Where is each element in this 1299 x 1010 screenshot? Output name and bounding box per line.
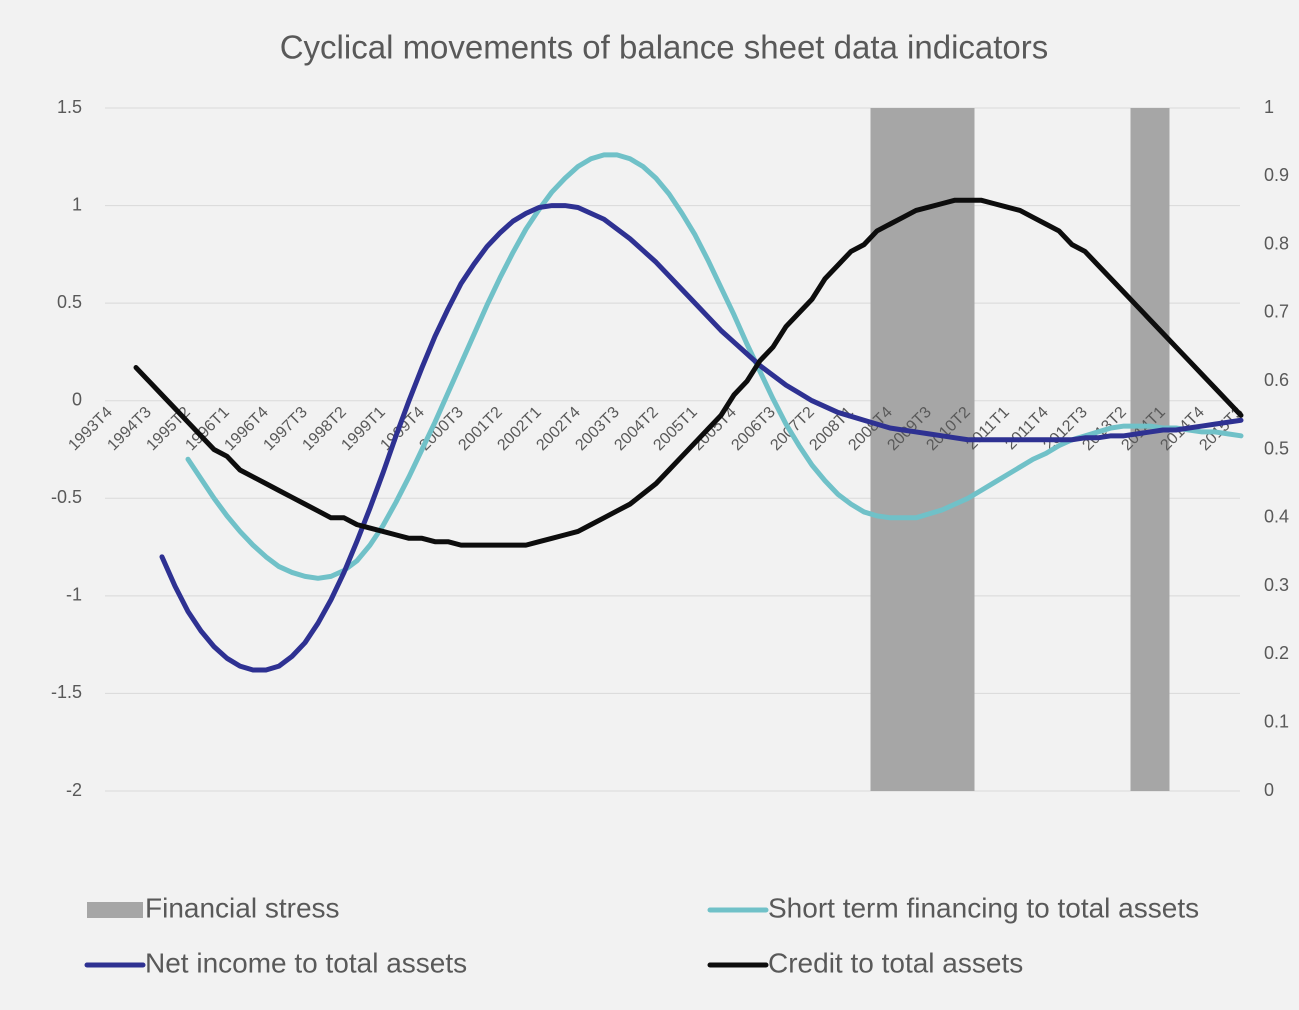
legend-label: Short term financing to total assets (768, 892, 1199, 923)
y-tick-label: -1.5 (51, 682, 82, 702)
chart-title: Cyclical movements of balance sheet data… (280, 29, 1049, 66)
y2-tick-label: 1 (1264, 97, 1274, 117)
line (185, 152, 1244, 581)
y2-tick-label: 0.4 (1264, 507, 1289, 527)
y2-tick-label: 0.9 (1264, 165, 1289, 185)
legend-swatch (87, 902, 143, 918)
bar (961, 108, 975, 791)
y2-tick-label: 0.8 (1264, 233, 1289, 253)
y-tick-label: 1.5 (57, 97, 82, 117)
y-tick-label: -2 (66, 780, 82, 800)
legend-label: Financial stress (145, 892, 340, 923)
bar (1143, 108, 1157, 791)
y2-tick-label: 0 (1264, 780, 1274, 800)
y2-tick-label: 0.6 (1264, 370, 1289, 390)
bar (883, 108, 897, 791)
legend-label: Net income to total assets (145, 947, 467, 978)
bar (909, 108, 923, 791)
y-tick-label: 0.5 (57, 292, 82, 312)
y-tick-label: 1 (72, 194, 82, 214)
bar (896, 108, 910, 791)
bar (1130, 108, 1144, 791)
y2-tick-label: 0.7 (1264, 302, 1289, 322)
y2-tick-label: 0.1 (1264, 711, 1289, 731)
bar (922, 108, 936, 791)
y-tick-label: -0.5 (51, 487, 82, 507)
bar (948, 108, 962, 791)
legend-label: Credit to total assets (768, 947, 1023, 978)
y2-tick-label: 0.2 (1264, 643, 1289, 663)
bar (870, 108, 884, 791)
bar (1156, 108, 1170, 791)
y2-tick-label: 0.3 (1264, 575, 1289, 595)
y2-tick-label: 0.5 (1264, 438, 1289, 458)
y-tick-label: -1 (66, 585, 82, 605)
line (159, 203, 1244, 673)
bar (935, 108, 949, 791)
line (133, 197, 1244, 548)
y-tick-label: 0 (72, 389, 82, 409)
